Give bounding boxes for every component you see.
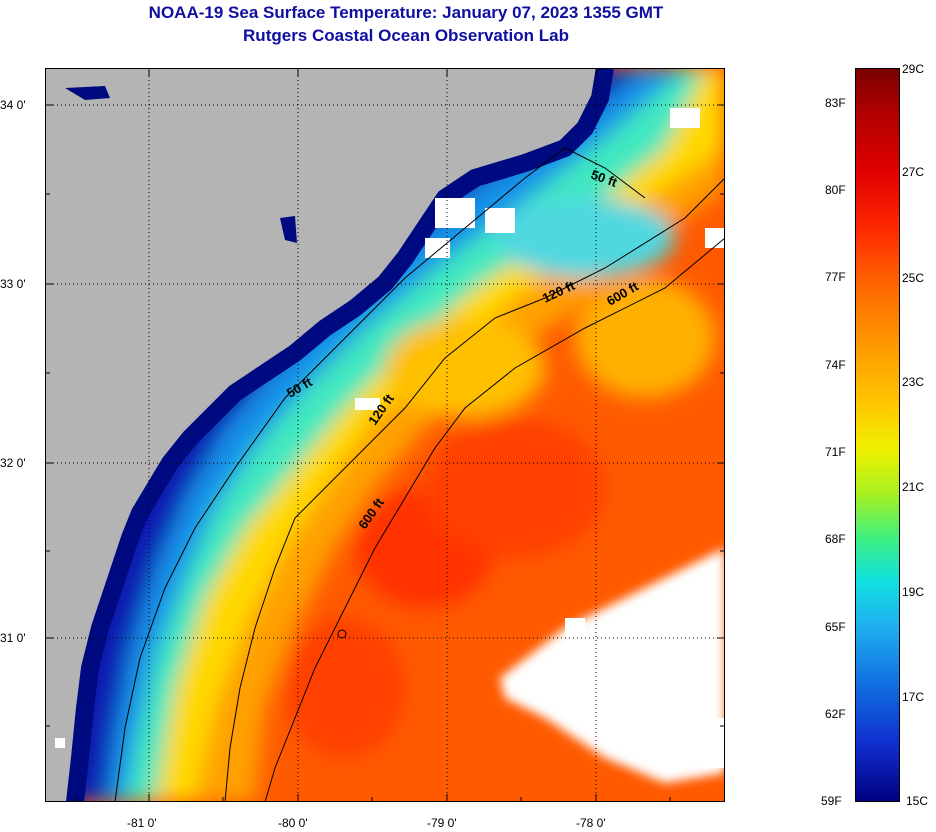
- lon-label-78: -78 0': [576, 816, 606, 830]
- coastal-shelf-water: [66, 68, 614, 802]
- lon-label-80: -80 0': [278, 816, 308, 830]
- inland-lake: [280, 216, 297, 243]
- isobath-600ft: [264, 237, 725, 802]
- isobath-120ft: [224, 177, 725, 802]
- graticule: [45, 68, 725, 802]
- cloud-cover: [55, 108, 725, 783]
- colorbar-c-label: 21C: [902, 480, 925, 494]
- colorbar-f-label: 59F: [821, 794, 842, 808]
- lat-label-31: 31 0': [0, 631, 26, 645]
- sst-map[interactable]: 50 ft 120 ft 600 ft 50 ft 120 ft 600 ft: [45, 68, 725, 802]
- land-mass: [45, 68, 605, 802]
- colorbar-f-label: 74F: [825, 358, 846, 372]
- lat-label-33: 33 0': [0, 277, 26, 291]
- colorbar-f-label: 68F: [825, 532, 846, 546]
- colorbar-c-label: 15C: [906, 794, 929, 808]
- colorbar-f-label: 71F: [825, 445, 846, 459]
- colorbar-f-label: 62F: [825, 707, 846, 721]
- colorbar-c-label: 25C: [902, 271, 925, 285]
- lon-label-81: -81 0': [127, 816, 157, 830]
- colorbar-f-label: 65F: [825, 620, 846, 634]
- colorbar-c-label: 23C: [902, 375, 925, 389]
- colorbar-c-label: 17C: [902, 690, 925, 704]
- colorbar-c-label: 27C: [902, 165, 925, 179]
- lat-label-34: 34 0': [0, 98, 26, 112]
- temperature-colorbar: [855, 68, 900, 802]
- colorbar-f-label: 77F: [825, 270, 846, 284]
- isobath-lines: [114, 147, 725, 802]
- isobath-50ft: [114, 147, 646, 802]
- lon-label-79: -79 0': [427, 816, 457, 830]
- colorbar-c-label: 19C: [902, 585, 925, 599]
- colorbar-f-label: 83F: [825, 96, 846, 110]
- colorbar-c-label: 29C: [902, 62, 925, 76]
- inland-lake: [65, 86, 110, 100]
- sst-map-svg: 50 ft 120 ft 600 ft 50 ft 120 ft 600 ft: [45, 68, 725, 802]
- lat-label-32: 32 0': [0, 456, 26, 470]
- map-title: NOAA-19 Sea Surface Temperature: January…: [148, 3, 664, 22]
- colorbar-f-label: 80F: [825, 183, 846, 197]
- map-frame: [45, 68, 725, 802]
- map-subtitle: Rutgers Coastal Ocean Observation Lab: [243, 26, 569, 45]
